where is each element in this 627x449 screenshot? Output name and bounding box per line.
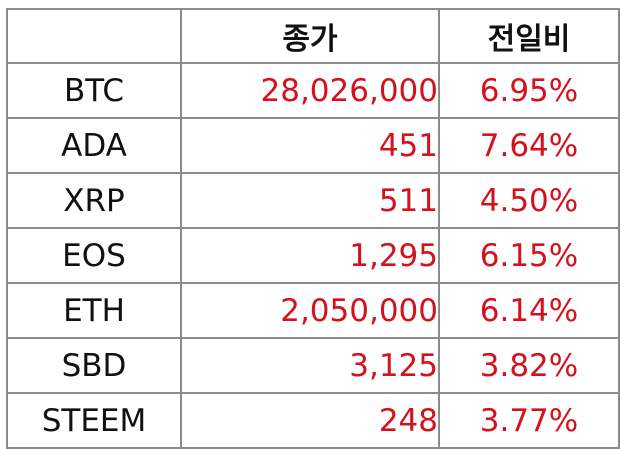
table-row: BTC 28,026,000 6.95%	[6, 62, 620, 119]
change-percent: 6.15%	[438, 227, 620, 284]
close-price: 511	[180, 172, 440, 229]
table-row: STEEM 248 3.77%	[6, 392, 620, 449]
coin-name: STEEM	[6, 392, 182, 449]
change-percent: 3.82%	[438, 337, 620, 394]
change-percent: 4.50%	[438, 172, 620, 229]
header-close: 종가	[180, 8, 440, 64]
coin-name: ETH	[6, 282, 182, 339]
change-percent: 3.77%	[438, 392, 620, 449]
close-price: 451	[180, 117, 440, 174]
coin-name: ADA	[6, 117, 182, 174]
close-price: 1,295	[180, 227, 440, 284]
table-row: ETH 2,050,000 6.14%	[6, 282, 620, 339]
coin-name: EOS	[6, 227, 182, 284]
close-price: 2,050,000	[180, 282, 440, 339]
table-row: ADA 451 7.64%	[6, 117, 620, 174]
coin-name: BTC	[6, 62, 182, 119]
price-table: 종가 전일비 BTC 28,026,000 6.95% ADA 451 7.64…	[6, 8, 620, 449]
table-row: EOS 1,295 6.15%	[6, 227, 620, 284]
header-row: 종가 전일비	[6, 8, 620, 64]
close-price: 3,125	[180, 337, 440, 394]
close-price: 28,026,000	[180, 62, 440, 119]
change-percent: 7.64%	[438, 117, 620, 174]
coin-name: XRP	[6, 172, 182, 229]
header-change: 전일비	[438, 8, 620, 64]
table-row: XRP 511 4.50%	[6, 172, 620, 229]
coin-name: SBD	[6, 337, 182, 394]
table-row: SBD 3,125 3.82%	[6, 337, 620, 394]
change-percent: 6.95%	[438, 62, 620, 119]
change-percent: 6.14%	[438, 282, 620, 339]
close-price: 248	[180, 392, 440, 449]
header-corner-cell	[6, 8, 182, 64]
